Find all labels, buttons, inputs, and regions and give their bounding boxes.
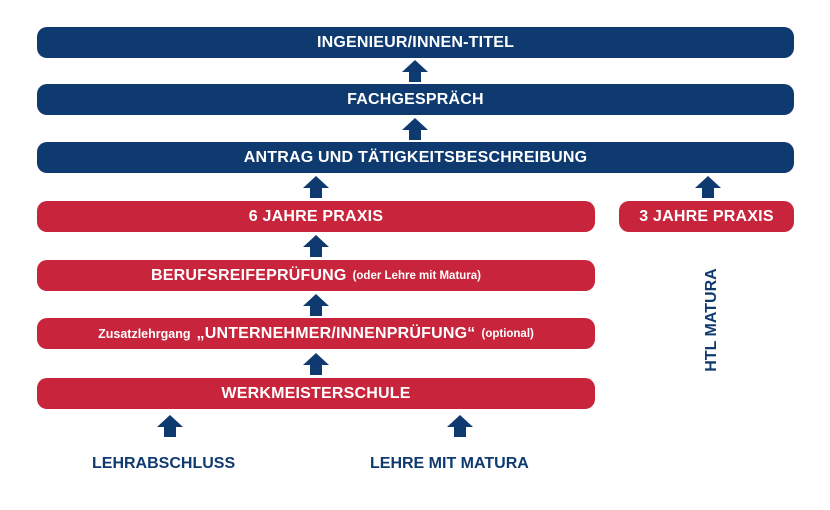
- step-antrag: ANTRAG UND TÄTIGKEITSBESCHREIBUNG: [37, 142, 794, 173]
- entry-htl-matura: HTL MATURA: [703, 268, 720, 372]
- arrow-up-icon: [303, 235, 329, 257]
- step-fachgespraech-label: FACHGESPRÄCH: [347, 90, 484, 108]
- arrow-up-icon: [402, 118, 428, 140]
- step-berufsreifepruefung: BERUFSREIFEPRÜFUNG (oder Lehre mit Matur…: [37, 260, 595, 291]
- step-antrag-label: ANTRAG UND TÄTIGKEITSBESCHREIBUNG: [243, 148, 588, 166]
- arrow-up-icon: [695, 176, 721, 198]
- step-zusatzlehrgang-main: „UNTERNEHMER/INNENPRÜFUNG“: [196, 324, 476, 342]
- step-berufsreifepruefung-note: (oder Lehre mit Matura): [352, 269, 482, 282]
- step-zusatzlehrgang-prefix: Zusatzlehrgang: [98, 326, 191, 341]
- entry-lehrabschluss: LEHRABSCHLUSS: [92, 455, 236, 472]
- arrow-up-icon: [402, 60, 428, 82]
- step-6-jahre-praxis-label: 6 JAHRE PRAXIS: [248, 207, 384, 225]
- step-werkmeisterschule: WERKMEISTERSCHULE: [37, 378, 595, 409]
- arrow-up-icon: [303, 294, 329, 316]
- step-zusatzlehrgang: Zusatzlehrgang „UNTERNEHMER/INNENPRÜFUNG…: [37, 318, 595, 349]
- step-6-jahre-praxis: 6 JAHRE PRAXIS: [37, 201, 595, 232]
- step-werkmeisterschule-label: WERKMEISTERSCHULE: [221, 384, 411, 402]
- step-zusatzlehrgang-note: (optional): [481, 327, 534, 340]
- step-3-jahre-praxis-label: 3 JAHRE PRAXIS: [639, 207, 774, 225]
- step-ingenieur-titel: INGENIEUR/INNEN-TITEL: [37, 27, 794, 58]
- arrow-up-icon: [303, 353, 329, 375]
- step-3-jahre-praxis: 3 JAHRE PRAXIS: [619, 201, 794, 232]
- arrow-up-icon: [447, 415, 473, 437]
- arrow-up-icon: [157, 415, 183, 437]
- step-fachgespraech: FACHGESPRÄCH: [37, 84, 794, 115]
- step-berufsreifepruefung-label: BERUFSREIFEPRÜFUNG: [150, 266, 347, 284]
- arrow-up-icon: [303, 176, 329, 198]
- step-ingenieur-titel-label: INGENIEUR/INNEN-TITEL: [316, 33, 515, 51]
- entry-lehre-mit-matura: LEHRE MIT MATURA: [370, 455, 529, 472]
